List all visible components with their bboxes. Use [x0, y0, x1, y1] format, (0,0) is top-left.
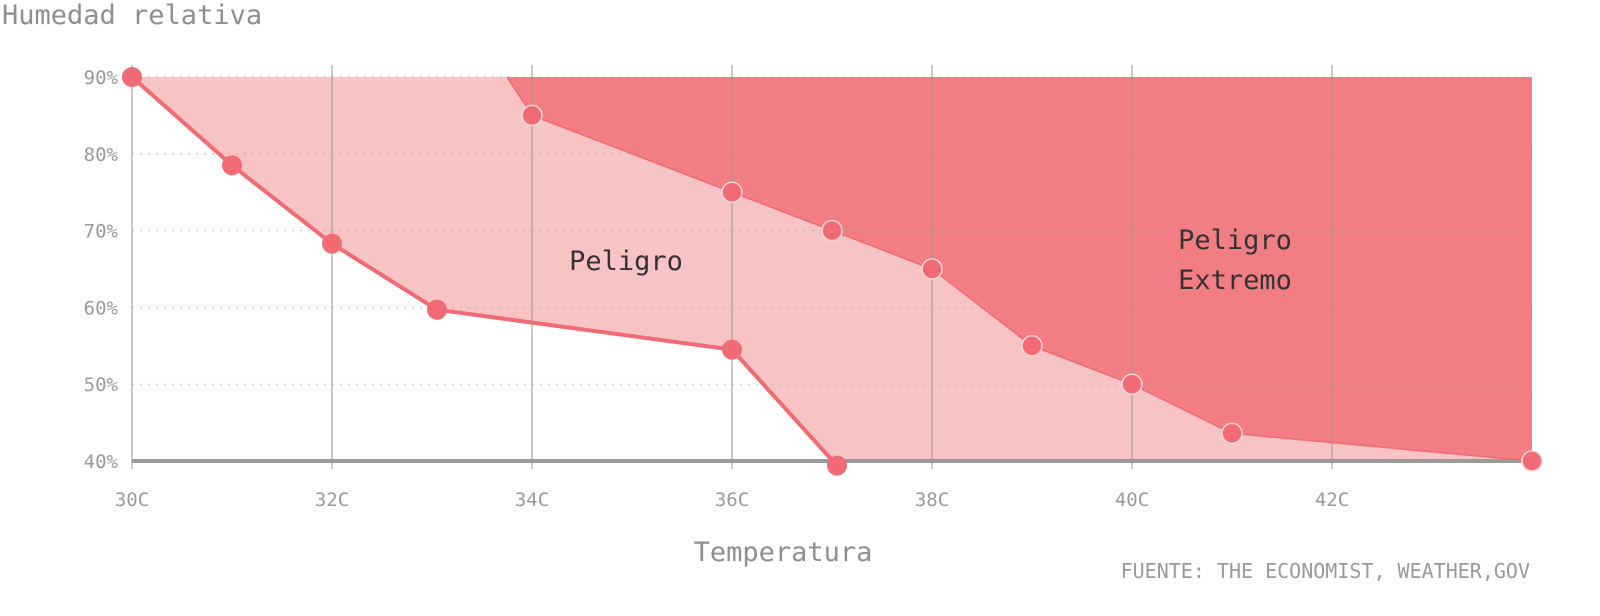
y-tick-label: 70% — [84, 221, 119, 243]
extreme-point — [1521, 450, 1543, 472]
zone-label-peligro: Peligro — [569, 246, 683, 277]
x-tick-label: 42C — [1315, 489, 1349, 511]
x-axis-title: Temperatura — [694, 537, 873, 568]
peligro-point — [122, 67, 142, 87]
x-tick-label: 40C — [1115, 489, 1149, 511]
x-tick-label: 32C — [315, 489, 349, 511]
extreme-point — [521, 104, 543, 127]
extreme-danger-area — [507, 77, 1532, 461]
peligro-point — [427, 299, 447, 320]
extreme-point — [1021, 335, 1043, 357]
extreme-point — [1121, 373, 1143, 395]
y-tick-label: 40% — [84, 451, 119, 473]
source-note: FUENTE: THE ECONOMIST, WEATHER,GOV — [1121, 559, 1530, 583]
peligro-boundary-line — [130, 75, 839, 467]
y-tick-label: 90% — [84, 67, 119, 89]
peligro-point — [827, 455, 847, 476]
peligro-point — [722, 339, 742, 360]
peligro-point — [222, 155, 242, 176]
extreme-point — [921, 258, 943, 280]
extreme-point — [721, 181, 743, 203]
zone-label-extremo-line1: Peligro — [1178, 225, 1292, 256]
x-tick-label: 36C — [715, 489, 749, 511]
peligro-point — [322, 233, 342, 254]
zone-label-extremo-line2: Extremo — [1178, 265, 1292, 296]
y-tick-label: 80% — [84, 144, 119, 166]
x-tick-label: 30C — [115, 489, 149, 511]
extreme-point — [821, 219, 843, 242]
y-axis-title: Humedad relativa — [2, 0, 262, 31]
extreme-point — [1221, 422, 1243, 445]
y-tick-label: 50% — [84, 374, 119, 396]
x-tick-label: 34C — [515, 489, 549, 511]
x-tick-label: 38C — [915, 489, 949, 511]
y-tick-label: 60% — [84, 297, 119, 319]
